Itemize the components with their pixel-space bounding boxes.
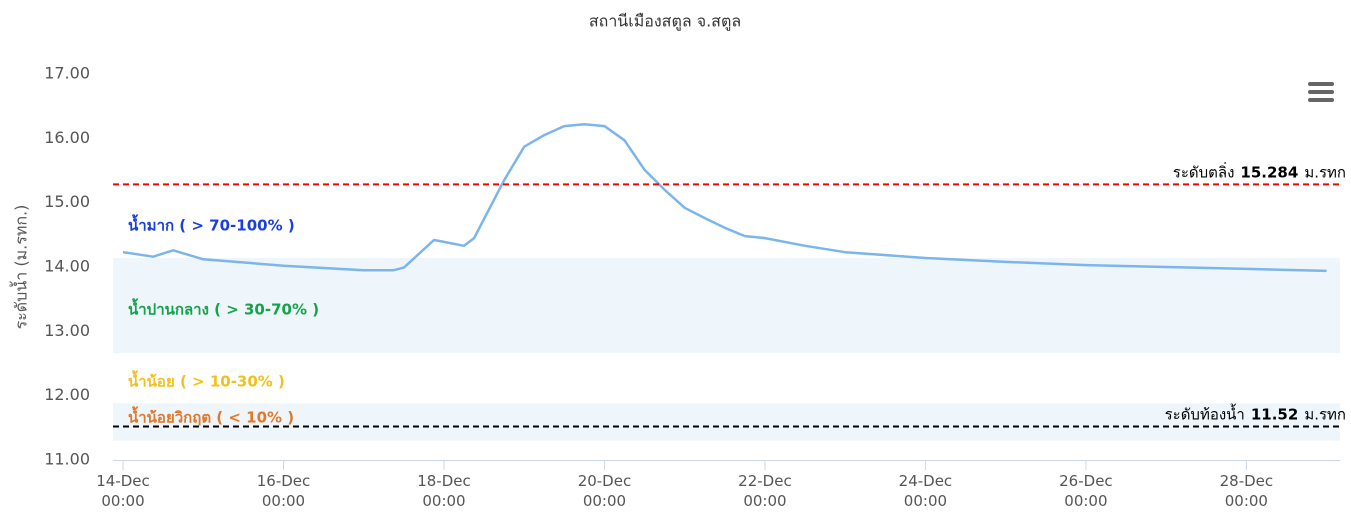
- x-tick-label: 24-Dec 00:00: [898, 472, 953, 510]
- chart-title: สถานีเมืองสตูล จ.สตูล: [589, 12, 741, 32]
- x-tick-label: 18-Dec 00:00: [417, 472, 471, 510]
- y-tick-label: 15.00: [44, 192, 90, 211]
- y-axis-label: ระดับน้ำ (ม.รทก.): [10, 205, 31, 330]
- data-line: [122, 122, 1327, 273]
- x-tick-label: 28-Dec 00:00: [1219, 472, 1274, 510]
- plot-line-name: ระดับตลิ่ง: [1173, 161, 1235, 181]
- band-label: น้ำน้อย ( > 10-30% ): [128, 370, 285, 391]
- x-tick-label: 14-Dec 00:00: [96, 472, 150, 510]
- y-tick-label: 14.00: [44, 257, 90, 276]
- plot-line-unit: ม.รทก: [1304, 163, 1346, 181]
- y-tick-label: 17.00: [44, 64, 90, 83]
- plot-line-unit: ม.รทก: [1304, 405, 1346, 423]
- x-tick-label: 22-Dec 00:00: [738, 472, 792, 510]
- band-label: น้ำปานกลาง ( > 30-70% ): [128, 298, 319, 319]
- plot-line-value: 11.52: [1251, 405, 1298, 423]
- x-tick-label: 26-Dec 00:00: [1059, 472, 1113, 510]
- plot-line-label: ระดับท้องน้ำ 11.52 ม.รทก: [1165, 403, 1346, 423]
- band-label: น้ำน้อยวิกฤต ( < 10% ): [128, 406, 294, 427]
- plot-band: [113, 257, 1340, 354]
- plot-line-name: ระดับท้องน้ำ: [1165, 403, 1245, 423]
- menu-button[interactable]: [1308, 82, 1334, 102]
- x-tick-label: 16-Dec 00:00: [256, 472, 311, 510]
- y-tick-label: 13.00: [44, 321, 90, 340]
- y-tick-label: 16.00: [44, 128, 90, 147]
- x-tick-label: 20-Dec 00:00: [577, 472, 632, 510]
- y-tick-label: 11.00: [44, 450, 90, 469]
- plot-band: [113, 403, 1340, 441]
- plot-line-label: ระดับตลิ่ง 15.284 ม.รทก: [1173, 161, 1346, 181]
- band-label: น้ำมาก ( > 70-100% ): [128, 214, 295, 235]
- plot-line-value: 15.284: [1240, 163, 1298, 181]
- y-tick-label: 12.00: [44, 385, 90, 404]
